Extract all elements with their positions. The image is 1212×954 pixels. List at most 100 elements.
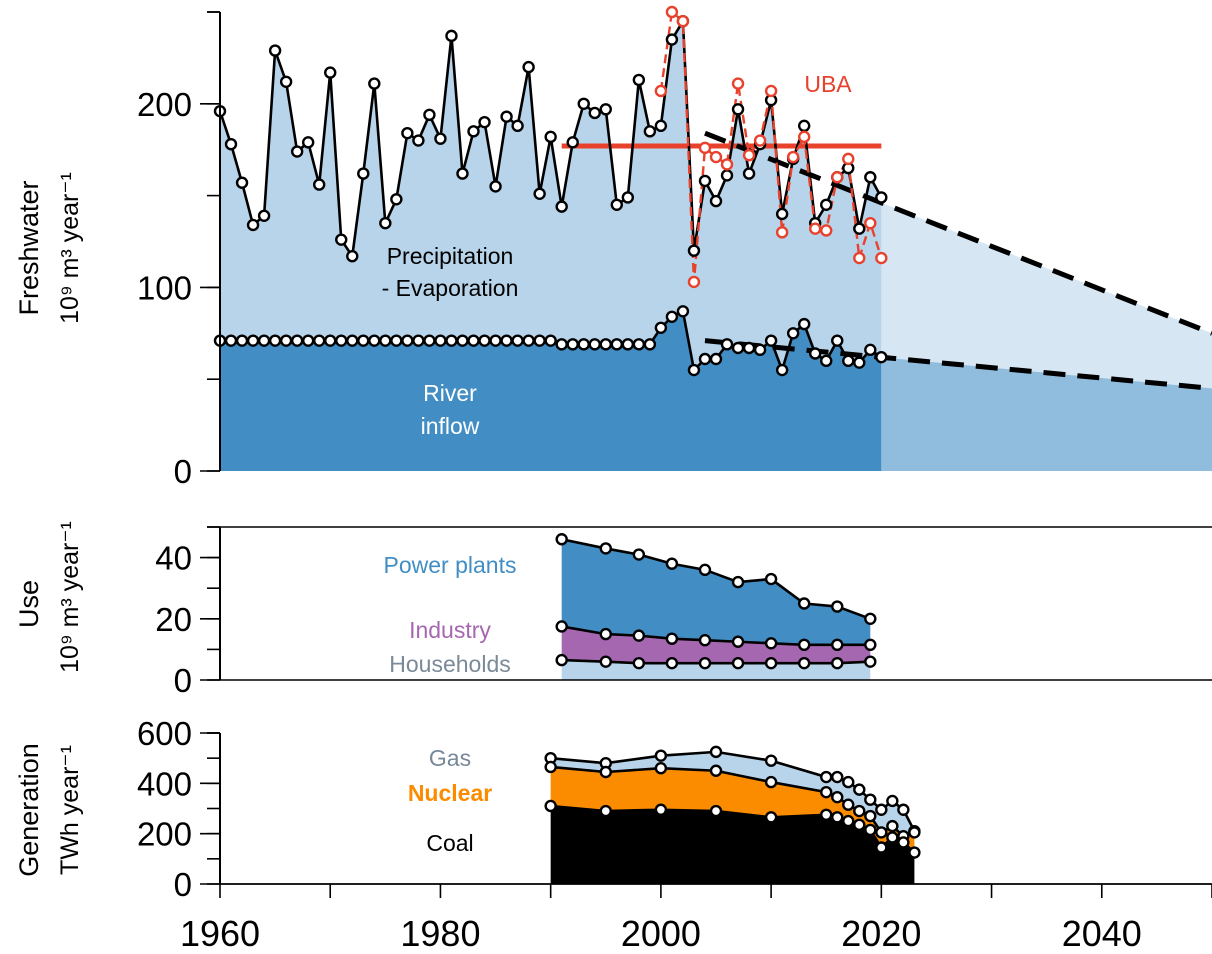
use-point — [632, 548, 646, 561]
generation-point — [831, 811, 844, 824]
uba-point — [820, 224, 833, 237]
river-inflow-point — [301, 334, 315, 347]
generation-point — [709, 764, 723, 777]
precip-evap-point — [257, 209, 271, 222]
use-y-axis-title: Use — [14, 580, 44, 628]
river-inflow-point — [864, 343, 877, 357]
precip-evap-point — [346, 249, 359, 263]
generation-point — [875, 826, 888, 839]
precip-evap-point — [434, 132, 447, 145]
generation-point — [897, 836, 910, 849]
generation-point — [820, 808, 833, 821]
x-tick-label: 1980 — [400, 913, 480, 954]
use-point — [632, 629, 646, 642]
precip-evap-point — [544, 130, 557, 144]
precip-evap-point — [379, 216, 392, 230]
precip-evap-point — [500, 110, 513, 123]
uba-point — [665, 5, 679, 19]
industry-label: Industry — [409, 617, 491, 643]
freshwater-panel: 0 100 200 Precipitation - Evaporation Rive… — [14, 5, 1212, 490]
generation-point — [908, 826, 921, 839]
precip-evap-point — [324, 66, 337, 79]
use-point — [831, 638, 844, 652]
river-inflow-point — [346, 334, 359, 347]
use-point — [698, 634, 712, 647]
generation-point — [842, 798, 855, 811]
generation-point — [897, 803, 910, 816]
uba-point — [775, 226, 789, 239]
generation-point — [875, 803, 888, 816]
generation-markers — [544, 745, 921, 859]
river-inflow-point — [676, 305, 690, 318]
uba-point — [753, 134, 767, 147]
use-point — [632, 656, 646, 670]
river-inflow-point — [698, 352, 712, 366]
projection-river-fill — [881, 357, 1212, 471]
precip-evap-point — [577, 97, 590, 111]
uba-point — [720, 158, 734, 171]
y-tick-label: 40 — [155, 540, 192, 577]
x-tick-label: 1960 — [180, 913, 260, 954]
use-point — [864, 638, 877, 652]
uba-point — [676, 14, 690, 28]
uba-point — [786, 150, 800, 164]
river-inflow-point — [588, 338, 601, 351]
freshwater-y-axis-unit: 10⁹ m³ year⁻¹ — [56, 172, 84, 324]
river-inflow-point — [246, 334, 260, 347]
generation-y-axis: 0 200 400 600 — [137, 715, 1212, 903]
precip-evap-point — [775, 207, 789, 221]
precip-evap-point — [235, 176, 249, 189]
precip-evap-point — [731, 103, 745, 116]
use-y-axis: 0 20 40 — [155, 526, 1212, 699]
uba-label: UBA — [804, 71, 852, 97]
river-inflow-point — [268, 334, 282, 347]
river-inflow-point — [643, 338, 657, 351]
river-inflow-point — [654, 321, 668, 334]
river-inflow-point — [544, 334, 557, 347]
river-inflow-point — [665, 310, 679, 323]
precip-evap-point — [301, 136, 315, 149]
y-tick-label: 400 — [137, 765, 192, 802]
precip-evap-point — [478, 115, 491, 129]
y-tick-label: 20 — [155, 601, 192, 638]
industry-area — [561, 626, 871, 664]
river-inflow-point — [368, 334, 381, 347]
precip-evap-point — [368, 77, 381, 90]
generation-point — [875, 841, 888, 854]
use-point — [698, 656, 712, 670]
use-point — [797, 597, 811, 610]
use-series-line — [561, 537, 871, 621]
y-tick-label: 0 — [174, 866, 192, 903]
power-plants-area — [561, 539, 871, 645]
uba-point — [831, 171, 844, 184]
precip-evap-point — [566, 136, 579, 149]
precip-evap-point — [720, 169, 734, 182]
x-tick-label: 2040 — [1062, 913, 1142, 954]
generation-point — [853, 804, 866, 818]
use-point — [764, 637, 778, 650]
river-inflow-area — [220, 311, 882, 471]
uba-point — [853, 251, 866, 265]
power-plants-label: Power plants — [384, 552, 517, 578]
generation-point — [842, 814, 855, 828]
river-inflow-point — [820, 354, 833, 368]
river-inflow-point — [467, 334, 480, 347]
x-axis: 1960 1980 2000 2020 2040 — [180, 884, 1212, 954]
river-inflow-point — [599, 338, 612, 351]
use-point — [797, 656, 811, 670]
generation-point — [764, 775, 778, 789]
x-tick-label: 2000 — [621, 913, 701, 954]
use-point — [599, 655, 612, 668]
households-label: Households — [389, 651, 510, 677]
river-inflow-point — [842, 354, 855, 368]
precip-evap-projection-line — [704, 130, 1212, 336]
generation-point — [864, 823, 877, 837]
uba-point — [764, 84, 778, 98]
precip-evap-point — [290, 145, 304, 158]
use-point — [599, 627, 612, 641]
y-tick-label: 200 — [137, 816, 192, 853]
precip-evap-point — [610, 198, 623, 211]
precip-evap-point — [588, 106, 601, 120]
projection-pe-fill — [881, 202, 1212, 389]
use-point — [698, 563, 712, 577]
